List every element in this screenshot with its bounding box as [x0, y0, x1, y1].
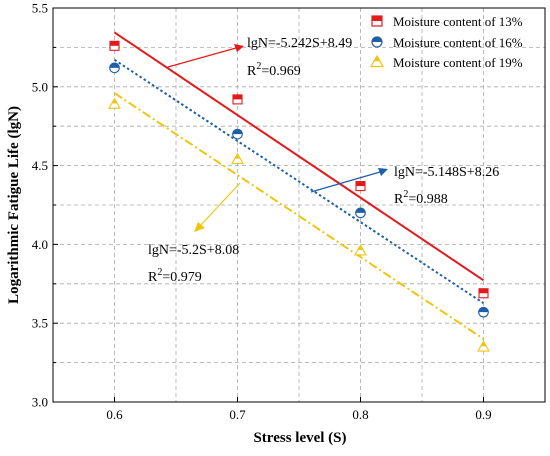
- data-point-series-1: [109, 62, 120, 74]
- legend: Moisture content of 13% Moisture content…: [369, 14, 523, 70]
- r2-value-19: 0.979: [170, 270, 202, 285]
- data-point-series-1: [478, 306, 489, 318]
- data-points: [108, 40, 490, 352]
- legend-label-19: Moisture content of 19%: [393, 55, 523, 70]
- legend-marker-13: [371, 15, 383, 27]
- equation-16: lgN=-5.148S+8.26: [394, 165, 499, 180]
- tick-labels: 0.6 0.7 0.8 0.9 3.0 3.5 4.0 4.5 5.0 5.5: [32, 1, 492, 423]
- r2-19: R2=0.979: [148, 267, 202, 285]
- data-point-series-2: [354, 244, 367, 256]
- legend-marker-16: [371, 36, 383, 48]
- y-tick-label: 3.0: [32, 395, 48, 410]
- r2-value-16: 0.988: [416, 192, 448, 207]
- x-tick-label: 0.9: [475, 407, 491, 422]
- annotation-13: lgN=-5.242S+8.49 R2=0.969: [167, 36, 352, 79]
- y-tick-label: 4.5: [32, 158, 48, 173]
- annotation-arrowhead-13: [234, 44, 244, 52]
- r2-16: R2=0.988: [394, 189, 448, 207]
- data-point-series-2: [477, 340, 490, 352]
- data-point-series-2: [108, 97, 121, 109]
- legend-marker-19: [369, 54, 385, 68]
- annotation-arrowhead-16: [378, 168, 388, 176]
- r2-13: R2=0.969: [247, 61, 301, 79]
- data-point-series-0: [109, 40, 120, 51]
- legend-label-16: Moisture content of 16%: [393, 35, 523, 50]
- fit-lines: [113, 31, 485, 340]
- ticks: [53, 7, 484, 403]
- data-point-series-0: [355, 181, 366, 192]
- data-point-series-0: [478, 288, 489, 299]
- y-tick-label: 4.0: [32, 237, 48, 252]
- y-axis-title: Logarithmic Fatigue Life (lgN): [6, 106, 22, 304]
- annotation-16: lgN=-5.148S+8.26 R2=0.988: [310, 165, 499, 207]
- x-axis-title: Stress level (S): [253, 430, 346, 446]
- equation-13: lgN=-5.242S+8.49: [247, 36, 352, 51]
- equation-19: lgN=-5.2S+8.08: [148, 243, 239, 258]
- data-point-series-1: [355, 207, 366, 219]
- data-point-series-0: [232, 94, 243, 105]
- fit-line-series-0: [113, 31, 485, 282]
- annotation-arrow-13: [167, 47, 237, 68]
- fit-line-series-1: [113, 58, 485, 305]
- annotation-arrowhead-19: [194, 222, 205, 232]
- x-tick-label: 0.6: [106, 407, 123, 422]
- x-tick-label: 0.7: [229, 407, 246, 422]
- data-point-series-1: [232, 128, 243, 140]
- x-tick-label: 0.8: [352, 407, 368, 422]
- r2-value-13: 0.969: [269, 64, 301, 79]
- annotation-arrow-16: [310, 171, 381, 193]
- y-tick-label: 5.5: [32, 1, 48, 16]
- annotation-19: lgN=-5.2S+8.08 R2=0.979: [148, 182, 241, 285]
- y-tick-label: 3.5: [32, 316, 48, 331]
- y-tick-label: 5.0: [32, 79, 48, 94]
- annotation-arrow-19: [199, 182, 241, 227]
- grid: [53, 8, 545, 402]
- data-point-series-2: [231, 152, 244, 165]
- fit-line-series-2: [113, 92, 485, 340]
- legend-label-13: Moisture content of 13%: [393, 14, 523, 29]
